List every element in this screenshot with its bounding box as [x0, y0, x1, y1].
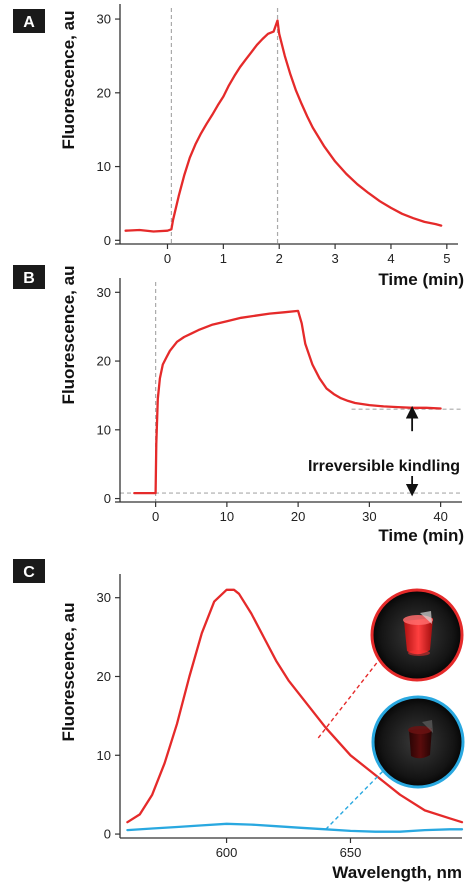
panel-a-xtick-label-4: 4 — [387, 251, 394, 266]
panel-b-ytick-label-10: 10 — [97, 422, 111, 437]
panel-a-plot: 0 10 20 30 0 1 2 3 4 5 — [97, 4, 458, 266]
dim-vial-inset — [373, 697, 463, 787]
bright-vial-pointer — [318, 660, 379, 738]
panel-a-xlabel: Time (min) — [378, 270, 464, 289]
panel-c-letter: C — [23, 564, 35, 581]
panel-b-xtick-label-20: 20 — [291, 509, 305, 524]
panel-b-xtick-label-0: 0 — [152, 509, 159, 524]
panel-c-xtick-label-600: 600 — [216, 845, 238, 860]
panel-a-ytick-label-30: 30 — [97, 12, 111, 27]
panel-c-ylabel: Fluorescence, au — [59, 603, 78, 742]
panel-b-ytick-label-0: 0 — [104, 491, 111, 506]
panel-a-ytick-label-20: 20 — [97, 85, 111, 100]
bright-vial-inset — [372, 590, 462, 680]
panel-b-xtick-label-40: 40 — [433, 509, 447, 524]
panel-a-xtick-label-0: 0 — [164, 251, 171, 266]
panel-b-plot: 0 10 20 30 0 10 20 30 40 — [97, 278, 462, 524]
panel-a: A Fluorescence, au 0 10 20 30 0 1 2 3 4 5 Time (m… — [13, 4, 464, 289]
panel-a-ylabel: Fluorescence, au — [59, 11, 78, 150]
panel-a-xtick-label-3: 3 — [331, 251, 338, 266]
panel-c-ytick-label-20: 20 — [97, 669, 111, 684]
bright-vial-icon — [403, 611, 433, 656]
dim-vial-pointer — [326, 768, 386, 829]
panel-c-ytick-label-10: 10 — [97, 748, 111, 763]
panel-b-letter: B — [23, 270, 35, 287]
panel-b-xtick-label-10: 10 — [220, 509, 234, 524]
panel-b-xlabel: Time (min) — [378, 526, 464, 545]
panel-c-ytick-label-30: 30 — [97, 590, 111, 605]
panel-a-letter: A — [23, 14, 35, 31]
panel-a-xtick-label-5: 5 — [443, 251, 450, 266]
panel-b-ytick-label-20: 20 — [97, 354, 111, 369]
irreversible-kindling-label: Irreversible kindling — [308, 458, 460, 475]
panel-b: B Fluorescence, au 0 10 20 30 0 10 20 30 40 Time… — [13, 265, 464, 545]
panel-c-ytick-label-0: 0 — [104, 827, 111, 842]
panel-c: C Fluorescence, au 0 10 20 30 600 650 Wavelen… — [13, 559, 463, 882]
panel-a-xtick-label-2: 2 — [276, 251, 283, 266]
panel-b-ytick-label-30: 30 — [97, 285, 111, 300]
panel-a-ytick-label-10: 10 — [97, 159, 111, 174]
panel-c-xlabel: Wavelength, nm — [332, 863, 462, 882]
panel-b-xtick-label-30: 30 — [362, 509, 376, 524]
panel-c-series-blue — [127, 824, 462, 832]
panel-c-xtick-label-650: 650 — [340, 845, 362, 860]
panel-a-xtick-label-1: 1 — [220, 251, 227, 266]
panel-a-series-red — [126, 21, 442, 232]
panel-a-ytick-label-0: 0 — [104, 233, 111, 248]
panel-b-ylabel: Fluorescence, au — [59, 266, 78, 405]
